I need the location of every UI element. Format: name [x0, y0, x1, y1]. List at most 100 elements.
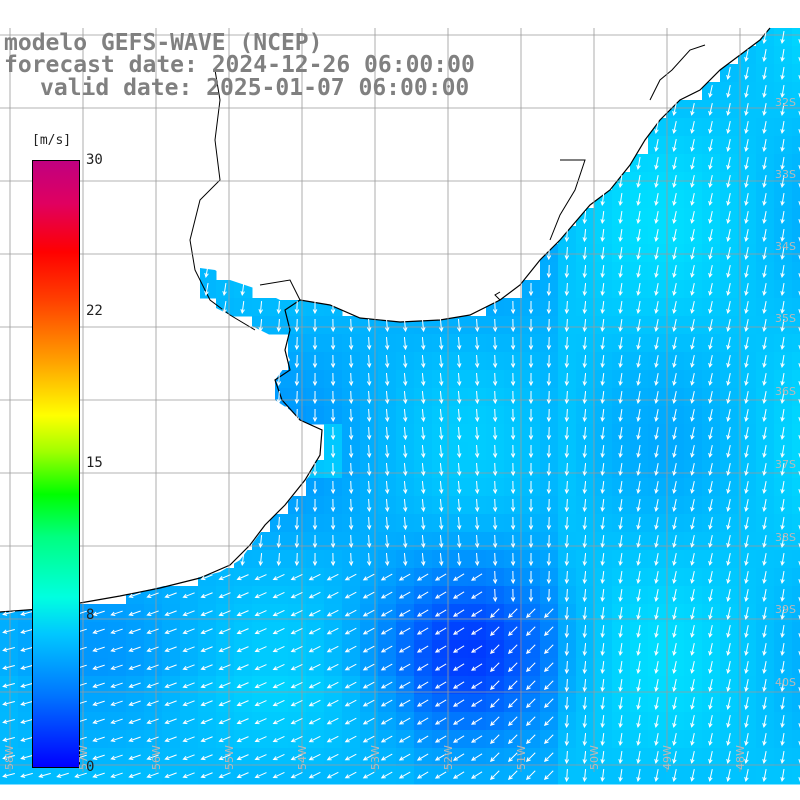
wind-arrow — [744, 49, 749, 62]
lat-lon-grid — [0, 28, 800, 772]
wind-arrow — [546, 246, 552, 261]
wind-arrow — [618, 246, 623, 261]
wind-arrow — [762, 49, 767, 62]
lat-label: 33S — [775, 168, 796, 181]
wind-arrow — [780, 49, 785, 63]
field-cell — [792, 406, 800, 425]
wind-arrow — [744, 103, 749, 116]
field-cell — [792, 766, 800, 785]
land-mask — [0, 0, 800, 612]
wind-arrow — [726, 121, 731, 134]
coastline-argentina — [0, 299, 323, 613]
wind-arrow — [690, 193, 695, 206]
lon-label: 58W — [3, 745, 16, 770]
lon-label: 55W — [223, 745, 236, 770]
field-cell — [792, 514, 800, 533]
field-cell — [792, 370, 800, 389]
wind-arrow — [780, 85, 785, 99]
wind-arrow — [726, 175, 731, 188]
wind-arrow — [744, 67, 749, 80]
colorbar-tick-30: 30 — [86, 152, 103, 168]
forecast-date: forecast date: 2024-12-26 06:00:00 — [4, 52, 475, 78]
colorbar-unit: [m/s] — [32, 133, 72, 148]
wind-arrow — [690, 157, 695, 170]
wind-arrow — [780, 211, 785, 225]
wind-arrow — [708, 121, 713, 134]
wind-arrow — [780, 67, 785, 81]
wind-arrow — [618, 228, 623, 243]
lat-label: 39S — [775, 603, 796, 616]
lat-label: 34S — [775, 240, 796, 253]
wind-arrow — [618, 210, 623, 225]
wind-arrow — [672, 193, 677, 206]
field-cell — [792, 352, 800, 371]
wind-arrow — [654, 121, 659, 134]
land-region — [0, 0, 800, 612]
wind-arrow — [708, 175, 713, 188]
wind-arrow — [762, 229, 767, 242]
wind-arrow — [618, 174, 623, 189]
wind-arrow — [744, 157, 749, 170]
wind-arrow — [582, 246, 587, 261]
wind-arrow — [654, 193, 659, 206]
field-cell — [792, 604, 800, 623]
wind-arrow — [672, 139, 677, 152]
field-cell — [792, 388, 800, 407]
field-cell — [792, 244, 800, 263]
field-cell — [792, 622, 800, 641]
wind-arrow — [636, 175, 641, 188]
wind-arrow — [798, 182, 800, 189]
field-cell — [792, 262, 800, 281]
field-cell — [792, 82, 800, 101]
wind-arrow — [780, 103, 785, 117]
field-cell — [792, 730, 800, 749]
lat-label: 36S — [775, 385, 796, 398]
wind-arrow — [564, 246, 570, 261]
wind-arrow — [762, 157, 767, 170]
wind-arrow — [726, 67, 731, 80]
wind-arrow — [564, 228, 570, 243]
wind-arrow — [726, 85, 731, 98]
wind-arrow — [654, 139, 659, 152]
wind-arrow — [744, 139, 749, 152]
wind-arrow — [600, 210, 605, 225]
wind-arrow — [726, 211, 731, 224]
lon-label: 54W — [296, 745, 309, 770]
lon-label: 51W — [515, 745, 528, 770]
wind-arrow — [744, 193, 749, 206]
field-cell — [792, 208, 800, 227]
wind-arrow — [672, 175, 677, 188]
wind-arrow — [582, 228, 587, 243]
wind-arrow — [780, 157, 785, 171]
field-cell — [792, 676, 800, 695]
lat-label: 38S — [775, 531, 796, 544]
wind-arrow — [708, 229, 713, 242]
wind-arrow — [636, 211, 641, 224]
lat-label: 40S — [775, 676, 796, 689]
colorbar-tick-8: 8 — [86, 607, 95, 623]
lon-label: 57W — [77, 745, 90, 770]
wind-arrow — [708, 193, 713, 206]
wind-arrow — [654, 229, 659, 242]
wind-arrow — [798, 128, 800, 135]
wind-arrow — [762, 175, 767, 188]
wind-arrow — [762, 67, 767, 80]
wind-arrow — [672, 229, 677, 242]
wind-arrow — [654, 211, 659, 224]
wind-arrow — [708, 157, 713, 170]
wind-arrow — [618, 192, 623, 207]
field-cell — [792, 478, 800, 497]
wind-arrow — [780, 121, 785, 135]
wind-arrow — [726, 139, 731, 152]
wind-arrow — [726, 229, 731, 242]
wind-arrow — [672, 103, 677, 116]
lat-label: 35S — [775, 312, 796, 325]
wind-arrow — [780, 193, 785, 207]
wind-arrow — [744, 121, 749, 134]
lon-label: 50W — [588, 745, 601, 770]
wind-arrow — [780, 229, 785, 243]
wind-arrow — [798, 56, 800, 63]
wind-arrow — [744, 175, 749, 188]
field-cell — [792, 316, 800, 335]
